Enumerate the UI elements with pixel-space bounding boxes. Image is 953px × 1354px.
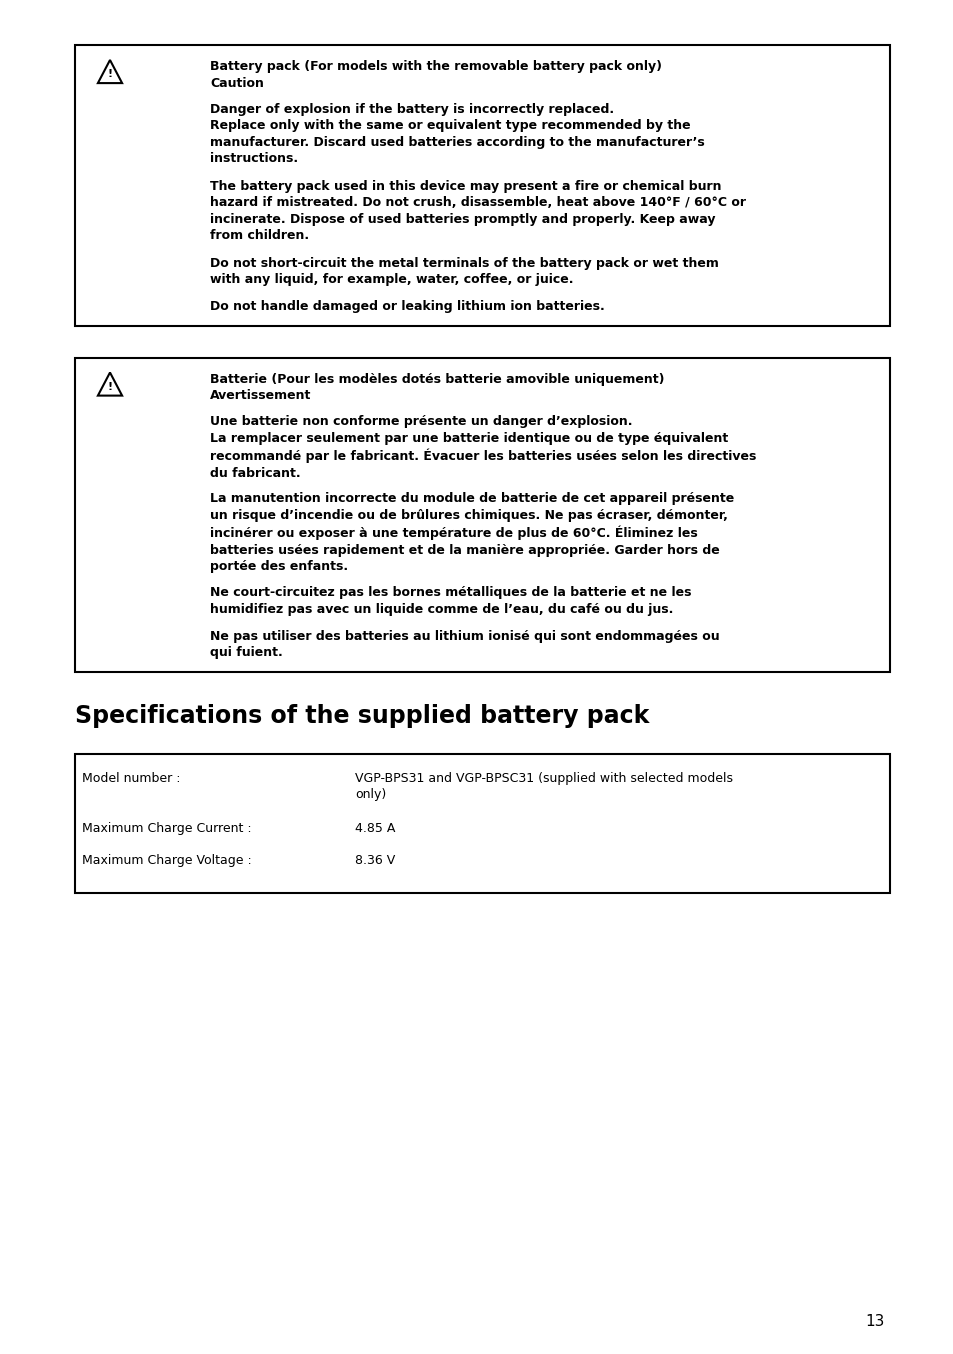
Text: !: !	[108, 69, 112, 80]
Text: Ne court-circuitez pas les bornes métalliques de la batterie et ne les
humidifie: Ne court-circuitez pas les bornes métall…	[210, 586, 691, 616]
Bar	[75, 754, 889, 892]
Text: Batterie (Pour les modèles dotés batterie amovible uniquement): Batterie (Pour les modèles dotés batteri…	[210, 372, 664, 386]
Text: Model number :: Model number :	[82, 772, 180, 785]
Text: Maximum Charge Voltage :: Maximum Charge Voltage :	[82, 854, 252, 868]
Text: Une batterie non conforme présente un danger d’explosion.
La remplacer seulement: Une batterie non conforme présente un da…	[210, 416, 756, 479]
Text: Specifications of the supplied battery pack: Specifications of the supplied battery p…	[75, 704, 649, 727]
Text: Do not short-circuit the metal terminals of the battery pack or wet them
with an: Do not short-circuit the metal terminals…	[210, 257, 719, 287]
Text: Caution: Caution	[210, 77, 264, 89]
Text: Battery pack (For models with the removable battery pack only): Battery pack (For models with the remova…	[210, 60, 661, 73]
Text: Avertissement: Avertissement	[210, 390, 311, 402]
Text: VGP-BPS31 and VGP-BPSC31 (supplied with selected models
only): VGP-BPS31 and VGP-BPSC31 (supplied with …	[355, 772, 732, 802]
Text: Danger of explosion if the battery is incorrectly replaced.
Replace only with th: Danger of explosion if the battery is in…	[210, 103, 704, 165]
Text: Ne pas utiliser des batteries au lithium ionisé qui sont endommagées ou
qui fuie: Ne pas utiliser des batteries au lithium…	[210, 630, 719, 659]
Text: Do not handle damaged or leaking lithium ion batteries.: Do not handle damaged or leaking lithium…	[210, 301, 604, 313]
Text: The battery pack used in this device may present a fire or chemical burn
hazard : The battery pack used in this device may…	[210, 180, 745, 242]
Text: 4.85 A: 4.85 A	[355, 822, 395, 834]
Bar	[75, 45, 889, 325]
Text: La manutention incorrecte du module de batterie de cet appareil présente
un risq: La manutention incorrecte du module de b…	[210, 493, 734, 573]
Text: 8.36 V: 8.36 V	[355, 854, 395, 868]
Text: Maximum Charge Current :: Maximum Charge Current :	[82, 822, 252, 834]
Text: 13: 13	[864, 1313, 884, 1330]
Text: !: !	[108, 382, 112, 391]
Bar	[75, 357, 889, 672]
